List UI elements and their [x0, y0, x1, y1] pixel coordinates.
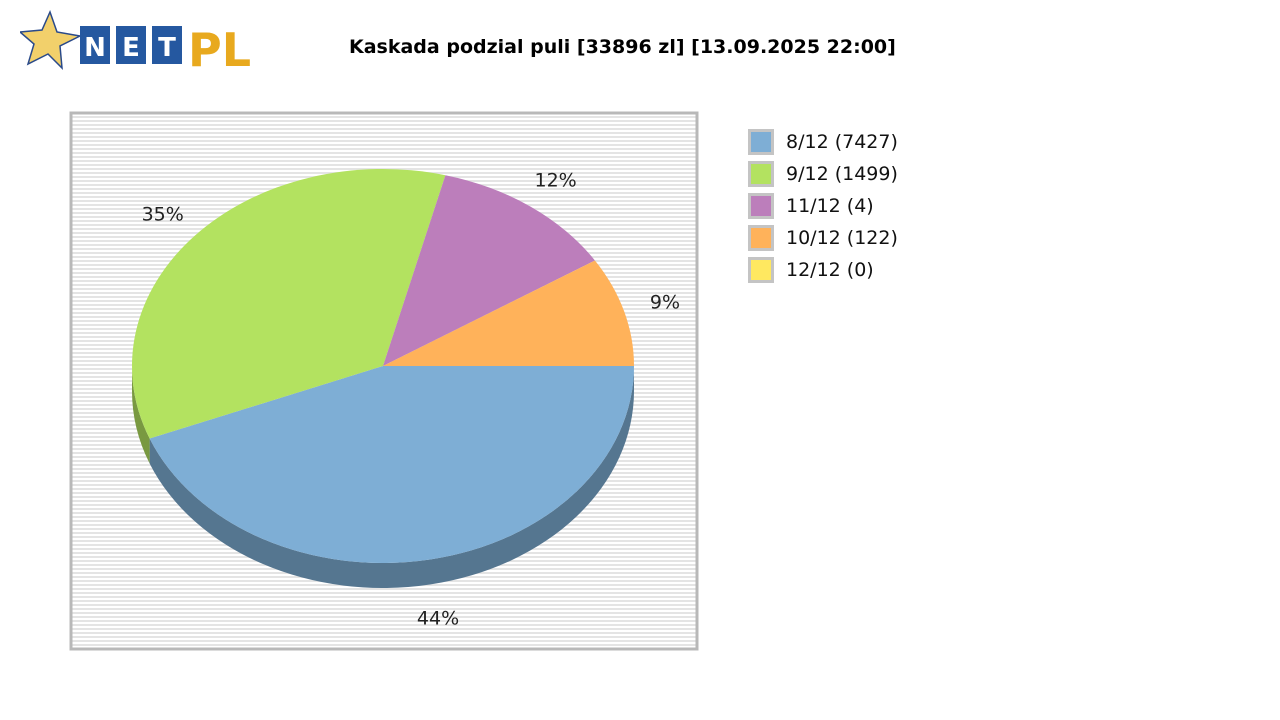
slice-label: 44%: [417, 607, 459, 629]
svg-text:E: E: [122, 33, 140, 63]
svg-text:T: T: [158, 33, 176, 63]
svg-text:PL: PL: [188, 23, 251, 72]
star-icon: [20, 10, 83, 70]
pie-slice: [132, 168, 446, 439]
legend-item: 12/12 (0): [748, 250, 898, 290]
legend-swatch: [748, 193, 774, 219]
legend-label: 11/12 (4): [786, 195, 874, 217]
pie-slice: [149, 366, 634, 564]
legend-item: 11/12 (4): [748, 186, 898, 226]
slice-label: 35%: [142, 204, 184, 226]
legend-swatch: [748, 257, 774, 283]
legend-swatch: [748, 129, 774, 155]
legend-label: 10/12 (122): [786, 227, 898, 249]
netpl-logo: N E T PL: [20, 10, 251, 72]
svg-text:N: N: [84, 33, 106, 63]
legend-label: 8/12 (7427): [786, 131, 898, 153]
slice-label: 9%: [650, 292, 680, 314]
legend-item: 9/12 (1499): [748, 154, 898, 194]
legend-item: 8/12 (7427): [748, 122, 898, 162]
chart-title: Kaskada podzial puli [33896 zl] [13.09.2…: [349, 36, 896, 58]
pie-slice-side: [132, 366, 150, 464]
legend-item: 10/12 (122): [748, 218, 898, 258]
pie-slice: [383, 260, 634, 366]
slice-label: 12%: [534, 170, 576, 192]
legend-label: 12/12 (0): [786, 259, 874, 281]
legend-label: 9/12 (1499): [786, 163, 898, 185]
legend-swatch: [748, 161, 774, 187]
legend: 8/12 (7427) 9/12 (1499) 11/12 (4) 10/12 (12…: [748, 122, 898, 290]
legend-swatch: [748, 225, 774, 251]
pie-slice: [383, 175, 595, 366]
